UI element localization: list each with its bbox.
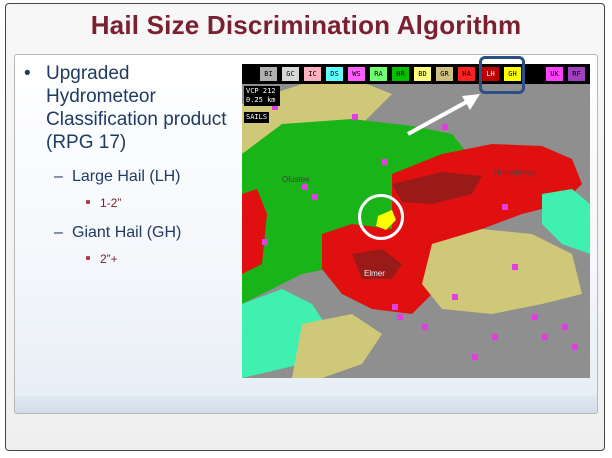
radar-image: BI GC IC DS WS RA HR BD GR HA LH GH UK RF VCP 212 0.2… [242,64,590,378]
magenta-pixel [312,194,318,200]
bullet-giant-hail-size-text: 2”+ [100,252,118,266]
square-bullet-icon [86,200,90,204]
magenta-pixel [382,159,388,165]
magenta-pixel [302,184,308,190]
legend-highlight-box [479,56,525,94]
tan-lower [422,229,582,314]
red-edge [242,189,267,274]
bullet-large-hail-size-text: 1-2” [100,196,122,210]
magenta-pixel [442,124,448,130]
legend-chip-ds: DS [326,67,343,81]
magenta-pixel [542,334,548,340]
legend-chip-rf: RF [568,67,585,81]
hail-core-circle [358,194,404,240]
slide-footer-band [14,396,598,414]
hydrometeor-legend: BI GC IC DS WS RA HR BD GR HA LH GH UK RF [242,64,590,84]
bullet-list: • Upgraded Hydrometeor Classification pr… [20,62,240,266]
magenta-pixel [397,314,403,320]
pointer-arrow-icon [407,94,480,136]
dash-icon: – [54,224,63,241]
slide-title: Hail Size Discrimination Algorithm [90,10,522,40]
legend-chip-gr: GR [436,67,453,81]
darkred-core [352,249,402,279]
bullet-main: • Upgraded Hydrometeor Classification pr… [20,62,240,154]
legend-chip-bi: BI [260,67,277,81]
magenta-pixel [472,354,478,360]
magenta-pixel [532,314,538,320]
magenta-pixel [422,324,428,330]
square-bullet-icon [86,256,90,260]
legend-chip-ra: RA [370,67,387,81]
radar-map [242,64,590,378]
legend-chip-gc: GC [282,67,299,81]
legend-chip-lh: LH [482,67,499,81]
aqua-right [542,189,590,254]
legend-chip-hr: HR [392,67,409,81]
bullet-large-hail: – Large Hail (LH) [20,168,240,186]
magenta-pixel [392,304,398,310]
vcp-line-1: VCP 212 [246,87,276,95]
magenta-pixel [512,264,518,270]
darkred-region [392,172,482,204]
bullet-large-hail-size: 1-2” [20,196,240,210]
bullet-dot-icon: • [24,63,31,84]
vcp-readout: VCP 212 0.25 km [244,86,280,106]
magenta-pixel [262,239,268,245]
vcp-line-2: 0.25 km [246,96,276,104]
legend-chip-ws: WS [348,67,365,81]
magenta-pixel [352,114,358,120]
bullet-main-text: Upgraded Hydrometeor Classification prod… [46,63,227,153]
place-label-elmer: Elmer [364,269,385,278]
magenta-pixel [562,324,568,330]
magenta-pixel [272,104,278,110]
place-label-humphreys: Humphreys [494,168,535,177]
legend-chip-ic: IC [304,67,321,81]
magenta-pixel [492,334,498,340]
magenta-pixel [502,204,508,210]
legend-chip-ha: HA [458,67,475,81]
bullet-large-hail-text: Large Hail (LH) [72,168,181,185]
bullet-giant-hail: – Giant Hail (GH) [20,224,240,242]
legend-chip-bd: BD [414,67,431,81]
dash-icon: – [54,168,63,185]
bullet-giant-hail-text: Giant Hail (GH) [72,224,182,241]
legend-chip-uk: UK [546,67,563,81]
bullet-giant-hail-size: 2”+ [20,252,240,266]
magenta-pixel [572,344,578,350]
sails-tag: SAILS [244,112,270,123]
legend-chip-gh: GH [504,67,521,81]
place-label-olustee: Olustee [282,175,310,184]
magenta-pixel [452,294,458,300]
tan-bottom [292,314,382,378]
